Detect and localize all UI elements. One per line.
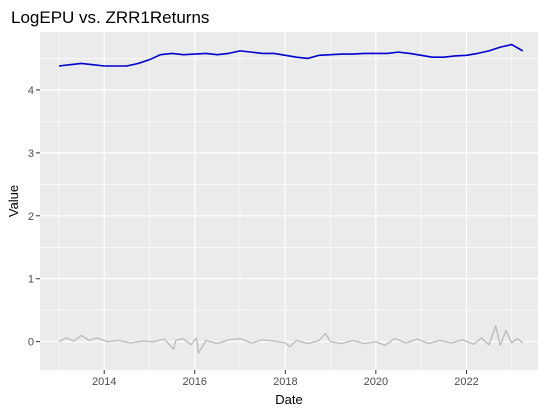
x-tick-label: 2020 <box>364 376 388 388</box>
series-lines <box>58 43 524 354</box>
chart-title: LogEPU vs. ZRR1Returns <box>11 8 209 27</box>
y-axis-title: Value <box>6 185 21 217</box>
grid-lines <box>40 32 538 370</box>
y-tick-label: 4 <box>28 85 34 97</box>
series-line-zrr1returns <box>58 325 524 354</box>
x-tick-label: 2014 <box>92 376 116 388</box>
y-tick-label: 2 <box>28 211 34 223</box>
x-tick-label: 2018 <box>273 376 297 388</box>
x-tick-label: 2016 <box>182 376 206 388</box>
plot-panel <box>40 32 538 370</box>
y-tick-label: 3 <box>28 148 34 160</box>
series-line-logepu <box>58 43 524 67</box>
x-tick-label: 2022 <box>454 376 478 388</box>
x-axis-title: Date <box>275 392 302 407</box>
axes: 2014 2016 2018 2020 2022 0 1 2 3 4 <box>28 85 479 388</box>
y-tick-label: 0 <box>28 337 34 349</box>
y-tick-label: 1 <box>28 274 34 286</box>
